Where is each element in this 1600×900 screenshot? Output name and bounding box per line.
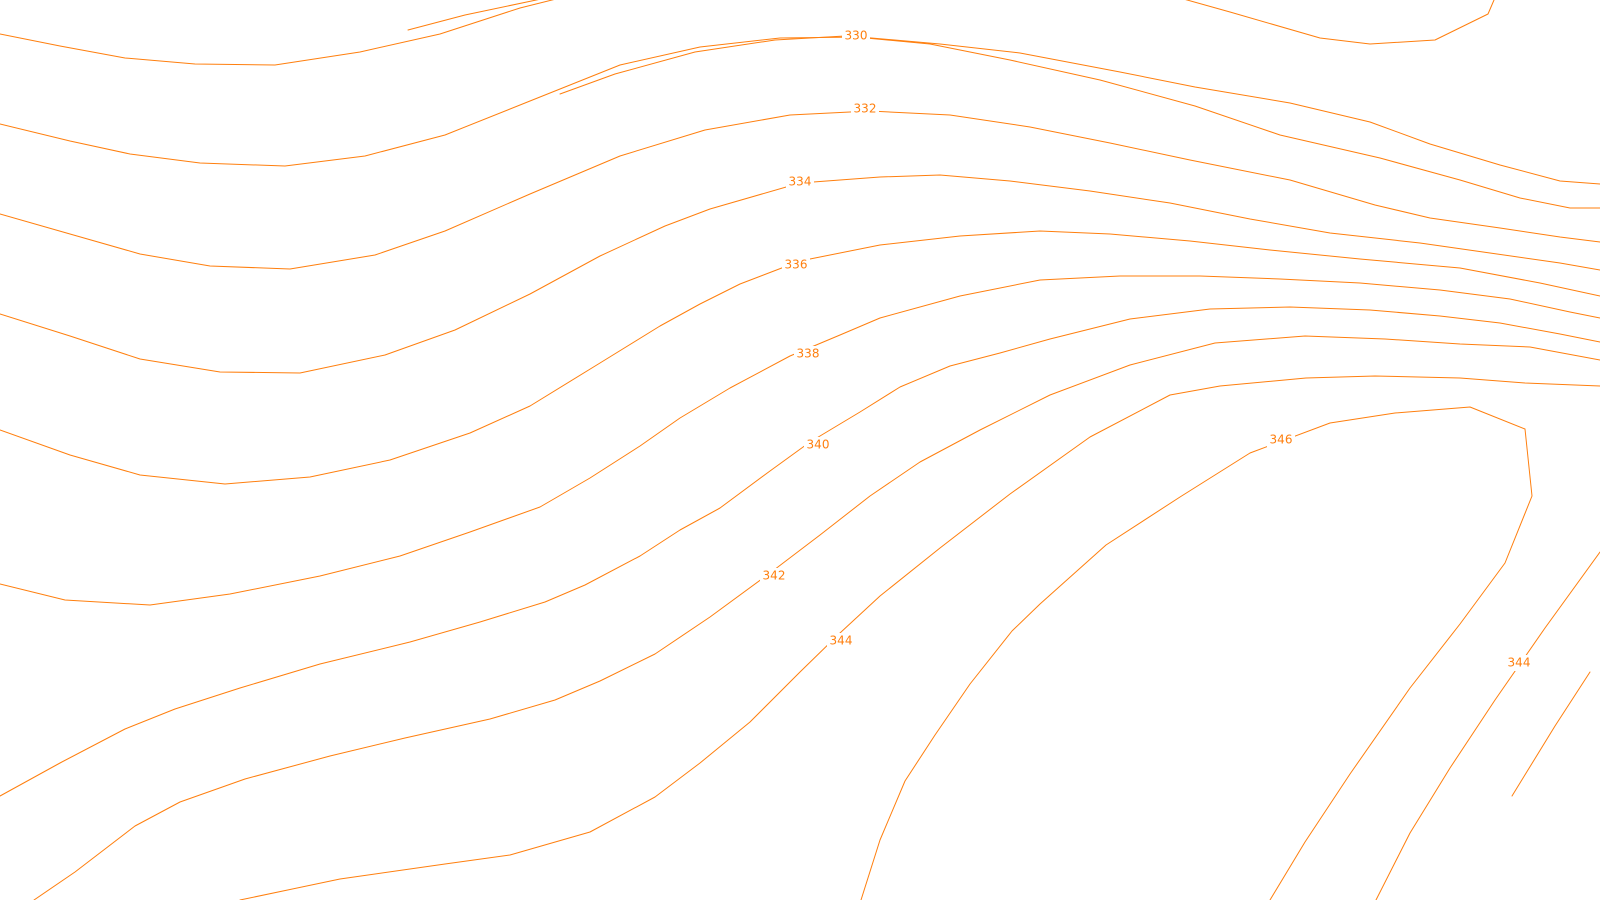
contour-labels: 330 332 334 336 338 340 342 344 346 344 xyxy=(760,28,1533,671)
contour-line-344-right xyxy=(1375,551,1600,900)
label-halo xyxy=(851,101,879,117)
contour-label-340: 340 xyxy=(807,438,830,452)
contour-line-332 xyxy=(0,36,1600,185)
contour-line-342-right xyxy=(1511,671,1591,797)
contour-line-346-loop xyxy=(860,406,1533,900)
contour-label-346: 346 xyxy=(1270,433,1293,447)
contour-label-338: 338 xyxy=(797,347,820,361)
label-halo xyxy=(786,174,814,190)
label-halo xyxy=(804,437,832,453)
contour-label-344-right: 344 xyxy=(1508,656,1531,670)
contour-line-334 xyxy=(0,110,1600,270)
contour-label-342: 342 xyxy=(763,569,786,583)
contour-line-342 xyxy=(0,306,1600,797)
label-halo xyxy=(1267,432,1295,448)
contour-line-330-main xyxy=(0,0,555,66)
contour-label-330: 330 xyxy=(845,29,868,43)
contour-line-330b xyxy=(559,35,1600,209)
label-halo xyxy=(760,568,788,584)
contour-line-336 xyxy=(0,174,1600,374)
contour-label-344: 344 xyxy=(830,634,853,648)
contour-line-328 xyxy=(407,0,539,31)
label-halo xyxy=(842,28,870,44)
contour-line-344 xyxy=(33,335,1600,900)
label-halo xyxy=(794,346,822,362)
contour-line-340 xyxy=(0,275,1600,606)
contour-label-334: 334 xyxy=(789,175,812,189)
contour-line-346 xyxy=(239,375,1600,900)
label-halo xyxy=(827,633,855,649)
contour-line-338 xyxy=(0,230,1600,485)
label-halo xyxy=(1505,655,1533,671)
contour-label-332: 332 xyxy=(854,102,877,116)
contour-label-336: 336 xyxy=(785,258,808,272)
label-halo xyxy=(782,257,810,273)
contour-line-328-east xyxy=(1185,0,1495,45)
